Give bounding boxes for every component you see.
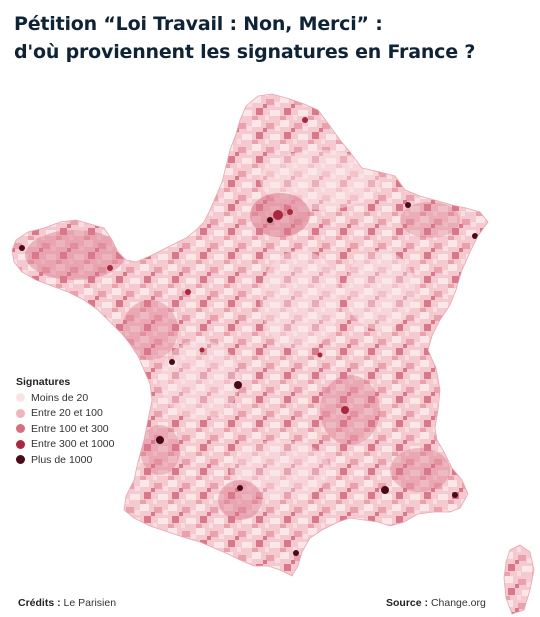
legend-swatch [16, 439, 25, 449]
title-line-1: Pétition “Loi Travail : Non, Merci” : [14, 13, 383, 35]
density-overlay [19, 117, 478, 556]
legend-label: Entre 300 et 1000 [31, 438, 115, 451]
legend-item: Entre 300 et 1000 [16, 437, 114, 453]
map-legend: Signatures Moins de 20 Entre 20 et 100 E… [16, 376, 114, 468]
legend-swatch [16, 424, 25, 434]
title-line-2: d'où proviennent les signatures en Franc… [14, 41, 476, 63]
corsica [503, 544, 535, 615]
legend-swatch [16, 408, 25, 418]
legend-item: Entre 100 et 300 [16, 421, 114, 437]
map-title: Pétition “Loi Travail : Non, Merci” : d'… [14, 10, 524, 66]
credits-label: Crédits : [18, 597, 61, 609]
credits: Crédits : Le Parisien [18, 597, 116, 609]
legend-swatch [16, 455, 25, 465]
source: Source : Change.org [386, 597, 486, 609]
legend-item: Entre 20 et 100 [16, 406, 114, 422]
legend-swatch [16, 393, 25, 403]
source-value: Change.org [430, 597, 486, 609]
legend-label: Plus de 1000 [31, 453, 93, 466]
legend-label: Moins de 20 [31, 391, 89, 404]
legend-item: Plus de 1000 [16, 452, 114, 468]
legend-title: Signatures [16, 376, 71, 388]
legend-item: Moins de 20 [16, 390, 114, 406]
credits-value: Le Parisien [63, 597, 117, 609]
source-label: Source : [386, 597, 429, 609]
legend-label: Entre 20 et 100 [31, 407, 103, 420]
legend-label: Entre 100 et 300 [31, 422, 109, 435]
